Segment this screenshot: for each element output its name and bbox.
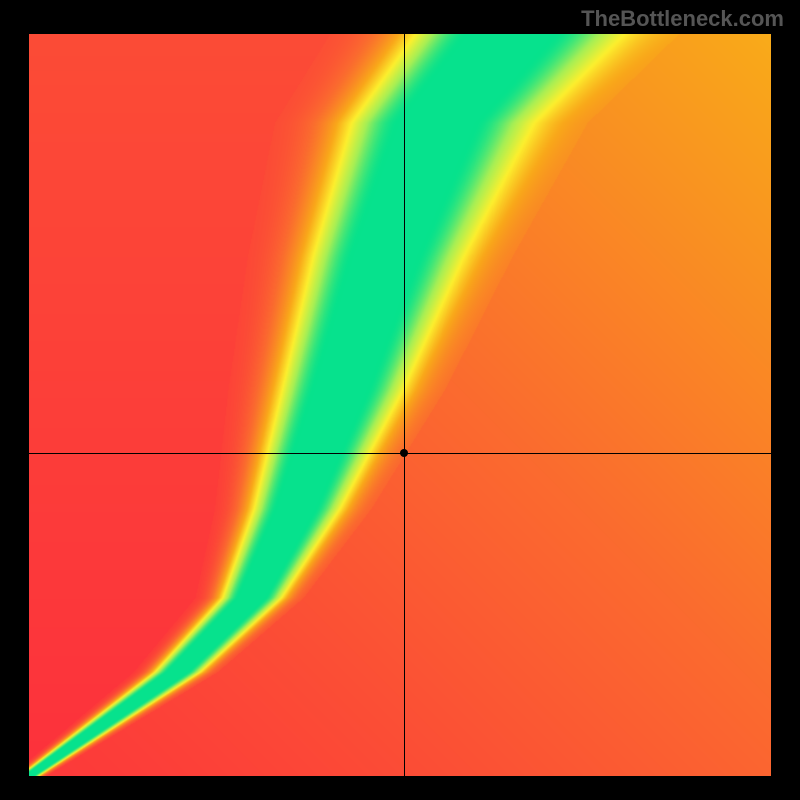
heatmap-plot [29,34,771,776]
watermark: TheBottleneck.com [581,6,784,32]
page-root: TheBottleneck.com [0,0,800,800]
crosshair-vertical [404,34,405,776]
heatmap-canvas [29,34,771,776]
